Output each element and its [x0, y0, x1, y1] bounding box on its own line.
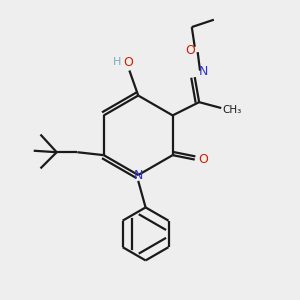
- Text: H: H: [113, 57, 121, 67]
- Text: N: N: [134, 169, 143, 182]
- Text: O: O: [185, 44, 195, 57]
- Text: O: O: [123, 56, 133, 69]
- Text: O: O: [198, 153, 208, 166]
- Text: CH₃: CH₃: [223, 104, 242, 115]
- Text: N: N: [199, 65, 208, 78]
